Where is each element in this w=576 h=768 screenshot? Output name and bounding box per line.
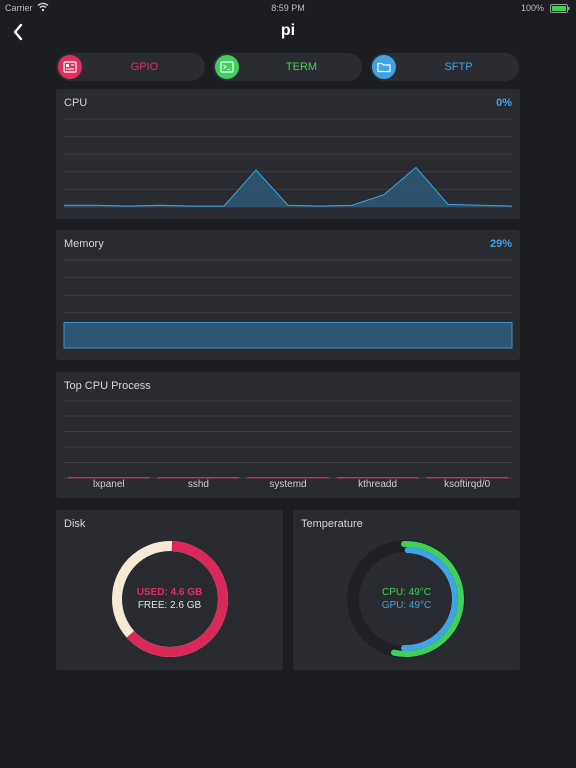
navigation-bar: pi — [0, 18, 576, 46]
cpu-area — [64, 167, 512, 207]
wifi-icon — [37, 2, 49, 12]
cpu-title: CPU — [64, 97, 88, 109]
terminal-label: TERM — [285, 61, 318, 73]
disk-title: Disk — [64, 518, 86, 530]
sftp-button[interactable]: SFTP — [370, 53, 519, 81]
cpu-card: CPU 0% — [56, 89, 520, 219]
gpu-temperature-arc — [354, 546, 458, 651]
memory-value: 29% — [489, 238, 512, 250]
clock: 8:59 PM — [271, 3, 305, 13]
back-button[interactable] — [4, 18, 32, 46]
process-label: lxpanel — [92, 479, 125, 490]
temperature-title: Temperature — [301, 518, 363, 530]
disk-used-label: USED: 4.6 GB — [136, 587, 203, 598]
carrier-label: Carrier — [5, 3, 33, 13]
process-bar — [336, 477, 419, 479]
gpio-label: GPIO — [130, 61, 159, 73]
process-bar — [157, 477, 240, 479]
page-title: pi — [280, 22, 296, 39]
disk-free-label: FREE: 2.6 GB — [137, 600, 202, 611]
terminal-button[interactable]: TERM — [213, 53, 362, 81]
process-label: ksoftirqd/0 — [444, 479, 491, 490]
top-process-chart — [64, 400, 512, 479]
disk-card: Disk USED: 4.6 GB FREE: 2.6 GB — [56, 510, 283, 670]
gpio-icon — [58, 55, 82, 79]
cpu-line — [64, 166, 513, 207]
gpu-temperature-label: GPU: 49°C — [381, 600, 432, 611]
battery-percent: 100% — [520, 3, 544, 13]
process-labels: lxpanel sshd systemd kthreadd ksoftirqd/… — [64, 479, 512, 493]
memory-title: Memory — [64, 238, 104, 250]
gpio-button[interactable]: GPIO — [56, 53, 205, 81]
folder-icon — [372, 55, 396, 79]
chevron-left-icon — [13, 23, 23, 41]
process-bar — [68, 477, 150, 479]
memory-card: Memory 29% — [56, 230, 520, 360]
top-process-card: Top CPU Process lxpanel sshd systemd kth… — [56, 372, 520, 498]
process-label: sshd — [187, 479, 209, 490]
process-label: systemd — [269, 479, 307, 490]
memory-area — [63, 322, 513, 349]
temperature-gauge — [347, 540, 465, 658]
memory-chart — [63, 259, 513, 349]
process-label: kthreadd — [358, 479, 398, 490]
temperature-card: Temperature CPU: 49°C GPU: 49°C — [293, 510, 520, 670]
status-bar: Carrier 8:59 PM 100% — [0, 0, 576, 18]
cpu-value: 0% — [496, 97, 512, 109]
top-process-title: Top CPU Process — [64, 380, 151, 392]
cpu-chart — [64, 118, 513, 208]
cpu-temperature-label: CPU: 49°C — [381, 587, 431, 598]
process-bar — [247, 477, 329, 479]
cpu-temperature-arc — [348, 541, 464, 657]
process-bar — [426, 477, 508, 479]
battery-icon — [550, 4, 570, 13]
disk-donut — [112, 540, 228, 657]
terminal-icon — [215, 55, 239, 79]
sftp-label: SFTP — [444, 61, 473, 73]
